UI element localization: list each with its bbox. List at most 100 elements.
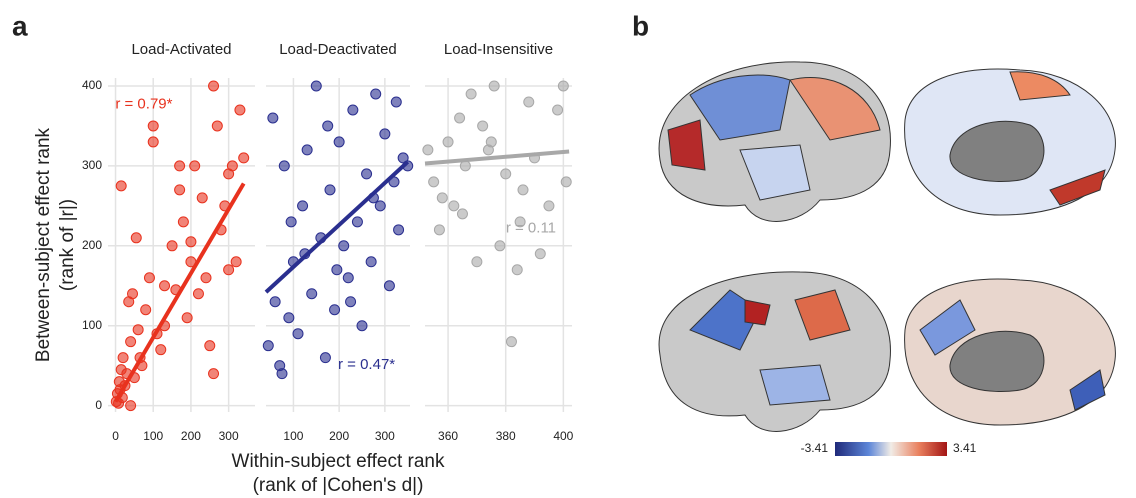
scatter-point (208, 80, 220, 92)
y-tick-label: 100 (82, 318, 102, 332)
brain-maps (658, 61, 1116, 432)
scatter-point (125, 336, 137, 348)
scatter-point (223, 168, 235, 180)
scatter-point (278, 160, 290, 172)
scatter-point (306, 288, 318, 300)
fit-line (264, 160, 410, 294)
colorbar-label: 3.41 (953, 441, 977, 455)
scatter-point (200, 272, 212, 284)
scatter-point (477, 120, 489, 132)
scatter-point (383, 280, 395, 292)
x-tick-label: 100 (283, 429, 303, 443)
fit-line (113, 182, 246, 403)
scatter-point (189, 160, 201, 172)
scatter-point (356, 320, 368, 332)
scatter-point (208, 368, 220, 380)
scatter-point (285, 216, 297, 228)
scatter-point (115, 180, 127, 192)
scatter-point (147, 120, 159, 132)
x-tick-label: 300 (375, 429, 395, 443)
scatter-point (454, 112, 466, 124)
scatter-point (174, 160, 186, 172)
scatter-point (181, 312, 193, 324)
panel-title: Load-Deactivated (279, 41, 397, 58)
scatter-point (331, 264, 343, 276)
x-axis-label: Within-subject effect rank (232, 451, 445, 472)
scatter-point (269, 296, 281, 308)
scatter-point (342, 272, 354, 284)
scatter-point (552, 104, 564, 116)
scatter-point (322, 120, 334, 132)
scatter-point (465, 88, 477, 100)
scatter-point (196, 192, 208, 204)
scatter-point (485, 136, 497, 148)
scatter-point (517, 184, 529, 196)
x-tick-label: 300 (219, 429, 239, 443)
colorbar (835, 442, 947, 456)
scatter-point (230, 256, 242, 268)
scatter-point (543, 200, 555, 212)
scatter-point (166, 240, 178, 252)
scatter-point (345, 296, 357, 308)
scatter-point (301, 144, 313, 156)
scatter-point (140, 304, 152, 316)
scatter-point (234, 104, 246, 116)
y-tick-label: 200 (82, 238, 102, 252)
scatter-point (192, 288, 204, 300)
scatter-point (143, 272, 155, 284)
scatter-point (347, 104, 359, 116)
scatter-point (511, 264, 523, 276)
scatter-point (374, 200, 386, 212)
colorbar-label: -3.41 (801, 441, 829, 455)
panel-title: Load-Activated (131, 41, 231, 58)
scatter-point (365, 256, 377, 268)
scatter-point (204, 340, 216, 352)
scatter-point (557, 80, 569, 92)
scatter-point (428, 176, 440, 188)
scatter-point (494, 240, 506, 252)
x-tick-label: 100 (143, 429, 163, 443)
scatter-point (471, 256, 483, 268)
scatter-point (159, 280, 171, 292)
scatter-point (436, 192, 448, 204)
scatter-point (433, 224, 445, 236)
scatter-point (390, 96, 402, 108)
scatter-point (155, 344, 167, 356)
scatter-point (448, 200, 460, 212)
annotation: r = 0.47* (338, 356, 395, 373)
scatter-point (370, 88, 382, 100)
panel-title: Load-Insensitive (444, 41, 553, 58)
scatter-point (185, 236, 197, 248)
scatter-point (174, 184, 186, 196)
scatter-point (456, 208, 468, 220)
scatter-point (238, 152, 250, 164)
scatter-point (523, 96, 535, 108)
scatter-point (500, 168, 512, 180)
y-axis-label: Between-subject effect rank (33, 127, 54, 362)
scatter-point (338, 240, 350, 252)
annotation: r = 0.11 (506, 219, 556, 236)
y-tick-label: 0 (95, 398, 102, 412)
x-tick-label: 0 (112, 429, 119, 443)
scatter-point (442, 136, 454, 148)
scatter-point (130, 232, 142, 244)
x-tick-label: 380 (496, 429, 516, 443)
scatter-point (132, 324, 144, 336)
scatter-point (560, 176, 572, 188)
scatter-point (127, 288, 138, 300)
panel-label: a (12, 10, 28, 41)
x-tick-label: 200 (181, 429, 201, 443)
y-tick-label: 300 (82, 158, 102, 172)
scatter-point (361, 168, 373, 180)
scatter-point (329, 304, 341, 316)
scatter-point (276, 368, 288, 380)
scatter-point (514, 216, 526, 228)
scatter-point (211, 120, 223, 132)
scatter-point (351, 216, 363, 228)
annotation: r = 0.79* (115, 96, 172, 113)
x-tick-label: 400 (553, 429, 573, 443)
scatter-point (488, 80, 500, 92)
scatter-point (505, 336, 517, 348)
scatter-point (267, 112, 279, 124)
scatter-point (283, 312, 295, 324)
